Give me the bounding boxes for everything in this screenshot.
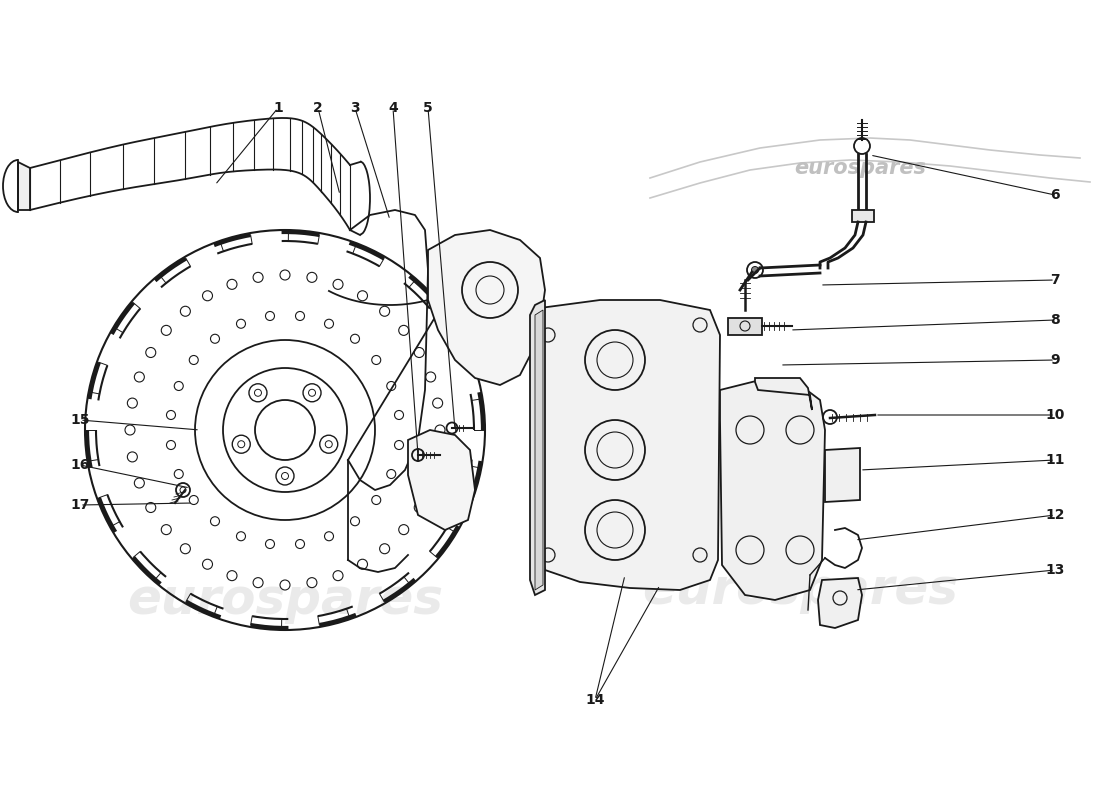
Polygon shape: [755, 378, 812, 410]
Text: 4: 4: [388, 101, 398, 115]
Text: 2: 2: [314, 101, 323, 115]
Circle shape: [751, 266, 759, 274]
Polygon shape: [728, 318, 762, 335]
Polygon shape: [428, 230, 544, 385]
Polygon shape: [535, 310, 543, 590]
Text: eurospares: eurospares: [794, 158, 926, 178]
Text: 1: 1: [273, 101, 283, 115]
Text: 13: 13: [1045, 563, 1065, 577]
Text: 11: 11: [1045, 453, 1065, 467]
Text: 7: 7: [1050, 273, 1059, 287]
Text: eurospares: eurospares: [642, 566, 958, 614]
Polygon shape: [537, 308, 544, 545]
Polygon shape: [530, 300, 544, 595]
Text: 14: 14: [585, 693, 605, 707]
Polygon shape: [540, 300, 720, 590]
Text: 17: 17: [70, 498, 90, 512]
Text: 10: 10: [1045, 408, 1065, 422]
Polygon shape: [720, 380, 825, 600]
Text: eurospares: eurospares: [126, 576, 443, 624]
Text: 9: 9: [1050, 353, 1059, 367]
Text: 6: 6: [1050, 188, 1059, 202]
Polygon shape: [18, 162, 30, 210]
Polygon shape: [825, 448, 860, 502]
Polygon shape: [818, 578, 862, 628]
Polygon shape: [408, 430, 475, 530]
Text: 3: 3: [350, 101, 360, 115]
Text: 16: 16: [70, 458, 90, 472]
Text: 15: 15: [70, 413, 90, 427]
Text: 12: 12: [1045, 508, 1065, 522]
Text: 8: 8: [1050, 313, 1060, 327]
Polygon shape: [852, 210, 874, 222]
Text: 5: 5: [424, 101, 433, 115]
